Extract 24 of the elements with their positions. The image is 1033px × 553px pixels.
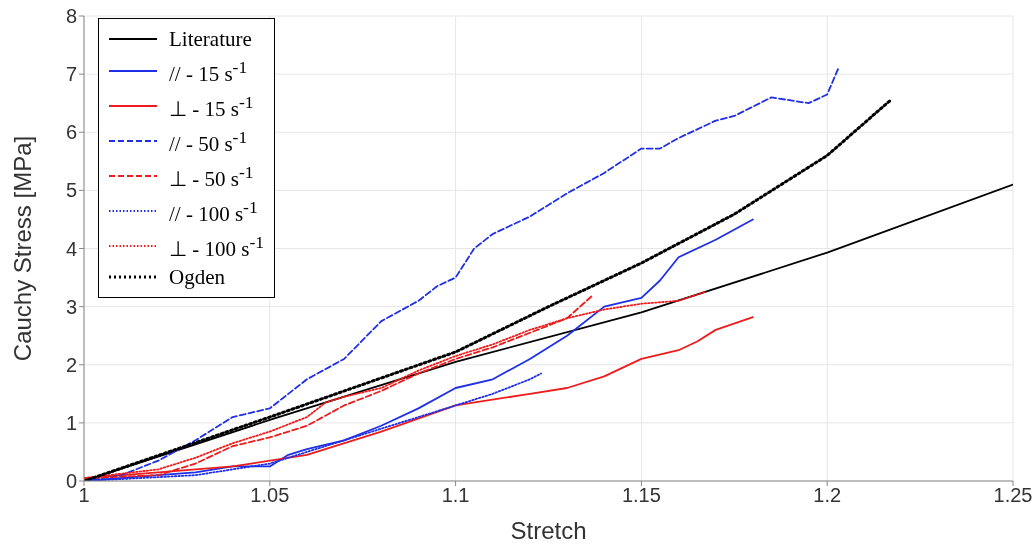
y-tick-label: 3	[65, 295, 77, 318]
x-tick-label: 1.2	[813, 484, 842, 507]
x-tick-label: 1.05	[250, 484, 290, 507]
y-tick-label: 4	[65, 237, 77, 260]
legend-label: ⊥ - 50 s$^{-1}$	[169, 161, 254, 193]
y-tick-label: 0	[65, 470, 77, 493]
legend-label: ⊥ - 15 s$^{-1}$	[169, 91, 254, 123]
y-tick-label: 8	[65, 5, 77, 28]
y-axis-title: Cauchy Stress [MPa]	[8, 135, 36, 362]
legend-label: // - 100 s$^{-1}$	[169, 196, 258, 228]
legend-label: Literature	[169, 26, 252, 53]
legend-label: Ogden	[169, 264, 225, 291]
y-tick-label: 5	[65, 179, 77, 202]
legend-label: // - 50 s$^{-1}$	[169, 126, 248, 158]
x-tick-label: 1.15	[621, 484, 661, 507]
y-tick-label: 1	[65, 411, 77, 434]
y-tick-label: 2	[65, 353, 77, 376]
y-tick-label: 6	[65, 121, 77, 144]
x-tick-label: 1.1	[441, 484, 470, 507]
y-tick-label: 7	[65, 63, 77, 86]
x-tick-label: 1.25	[993, 484, 1033, 507]
x-axis-title: Stretch	[510, 517, 587, 544]
legend-label: ⊥ - 100 s$^{-1}$	[169, 231, 264, 263]
legend-label: // - 15 s$^{-1}$	[169, 56, 248, 88]
